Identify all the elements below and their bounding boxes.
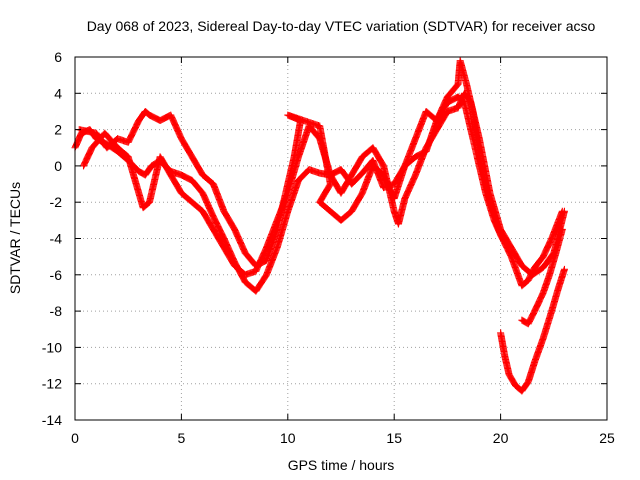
series-track-e [518,225,566,328]
series-track-c [75,57,511,270]
grid [75,57,607,420]
data-points [71,57,568,395]
data-point [503,240,511,248]
x-tick-label: 15 [386,430,402,446]
y-tick-label: 4 [54,85,62,101]
y-tick-label: -4 [50,231,63,247]
x-tick-label: 20 [493,430,509,446]
y-tick-label: -8 [50,303,63,319]
y-tick-label: -14 [42,412,62,428]
chart-title: Day 068 of 2023, Sidereal Day-to-day VTE… [87,18,596,34]
y-tick-label: -12 [42,376,62,392]
y-tick-label: -10 [42,339,62,355]
y-axis-label: SDTVAR / TECUs [7,182,23,294]
x-tick-label: 10 [280,430,296,446]
data-point [502,239,510,247]
data-point [558,225,566,233]
x-tick-label: 25 [599,430,615,446]
y-tick-label: 2 [54,122,62,138]
y-tick-label: 6 [54,49,62,65]
x-axis-label: GPS time / hours [288,457,395,473]
data-point [560,265,568,273]
x-tick-label: 0 [71,430,79,446]
y-tick-label: -2 [50,194,63,210]
series-track-d [497,265,568,395]
y-tick-label: 0 [54,158,62,174]
x-tick-label: 5 [178,430,186,446]
x-ticks: 0 5 10 15 20 25 [71,57,615,446]
y-ticks: -14 -12 -10 -8 -6 -4 -2 0 2 4 6 [42,49,607,428]
data-point [560,207,568,215]
y-tick-label: -6 [50,267,63,283]
